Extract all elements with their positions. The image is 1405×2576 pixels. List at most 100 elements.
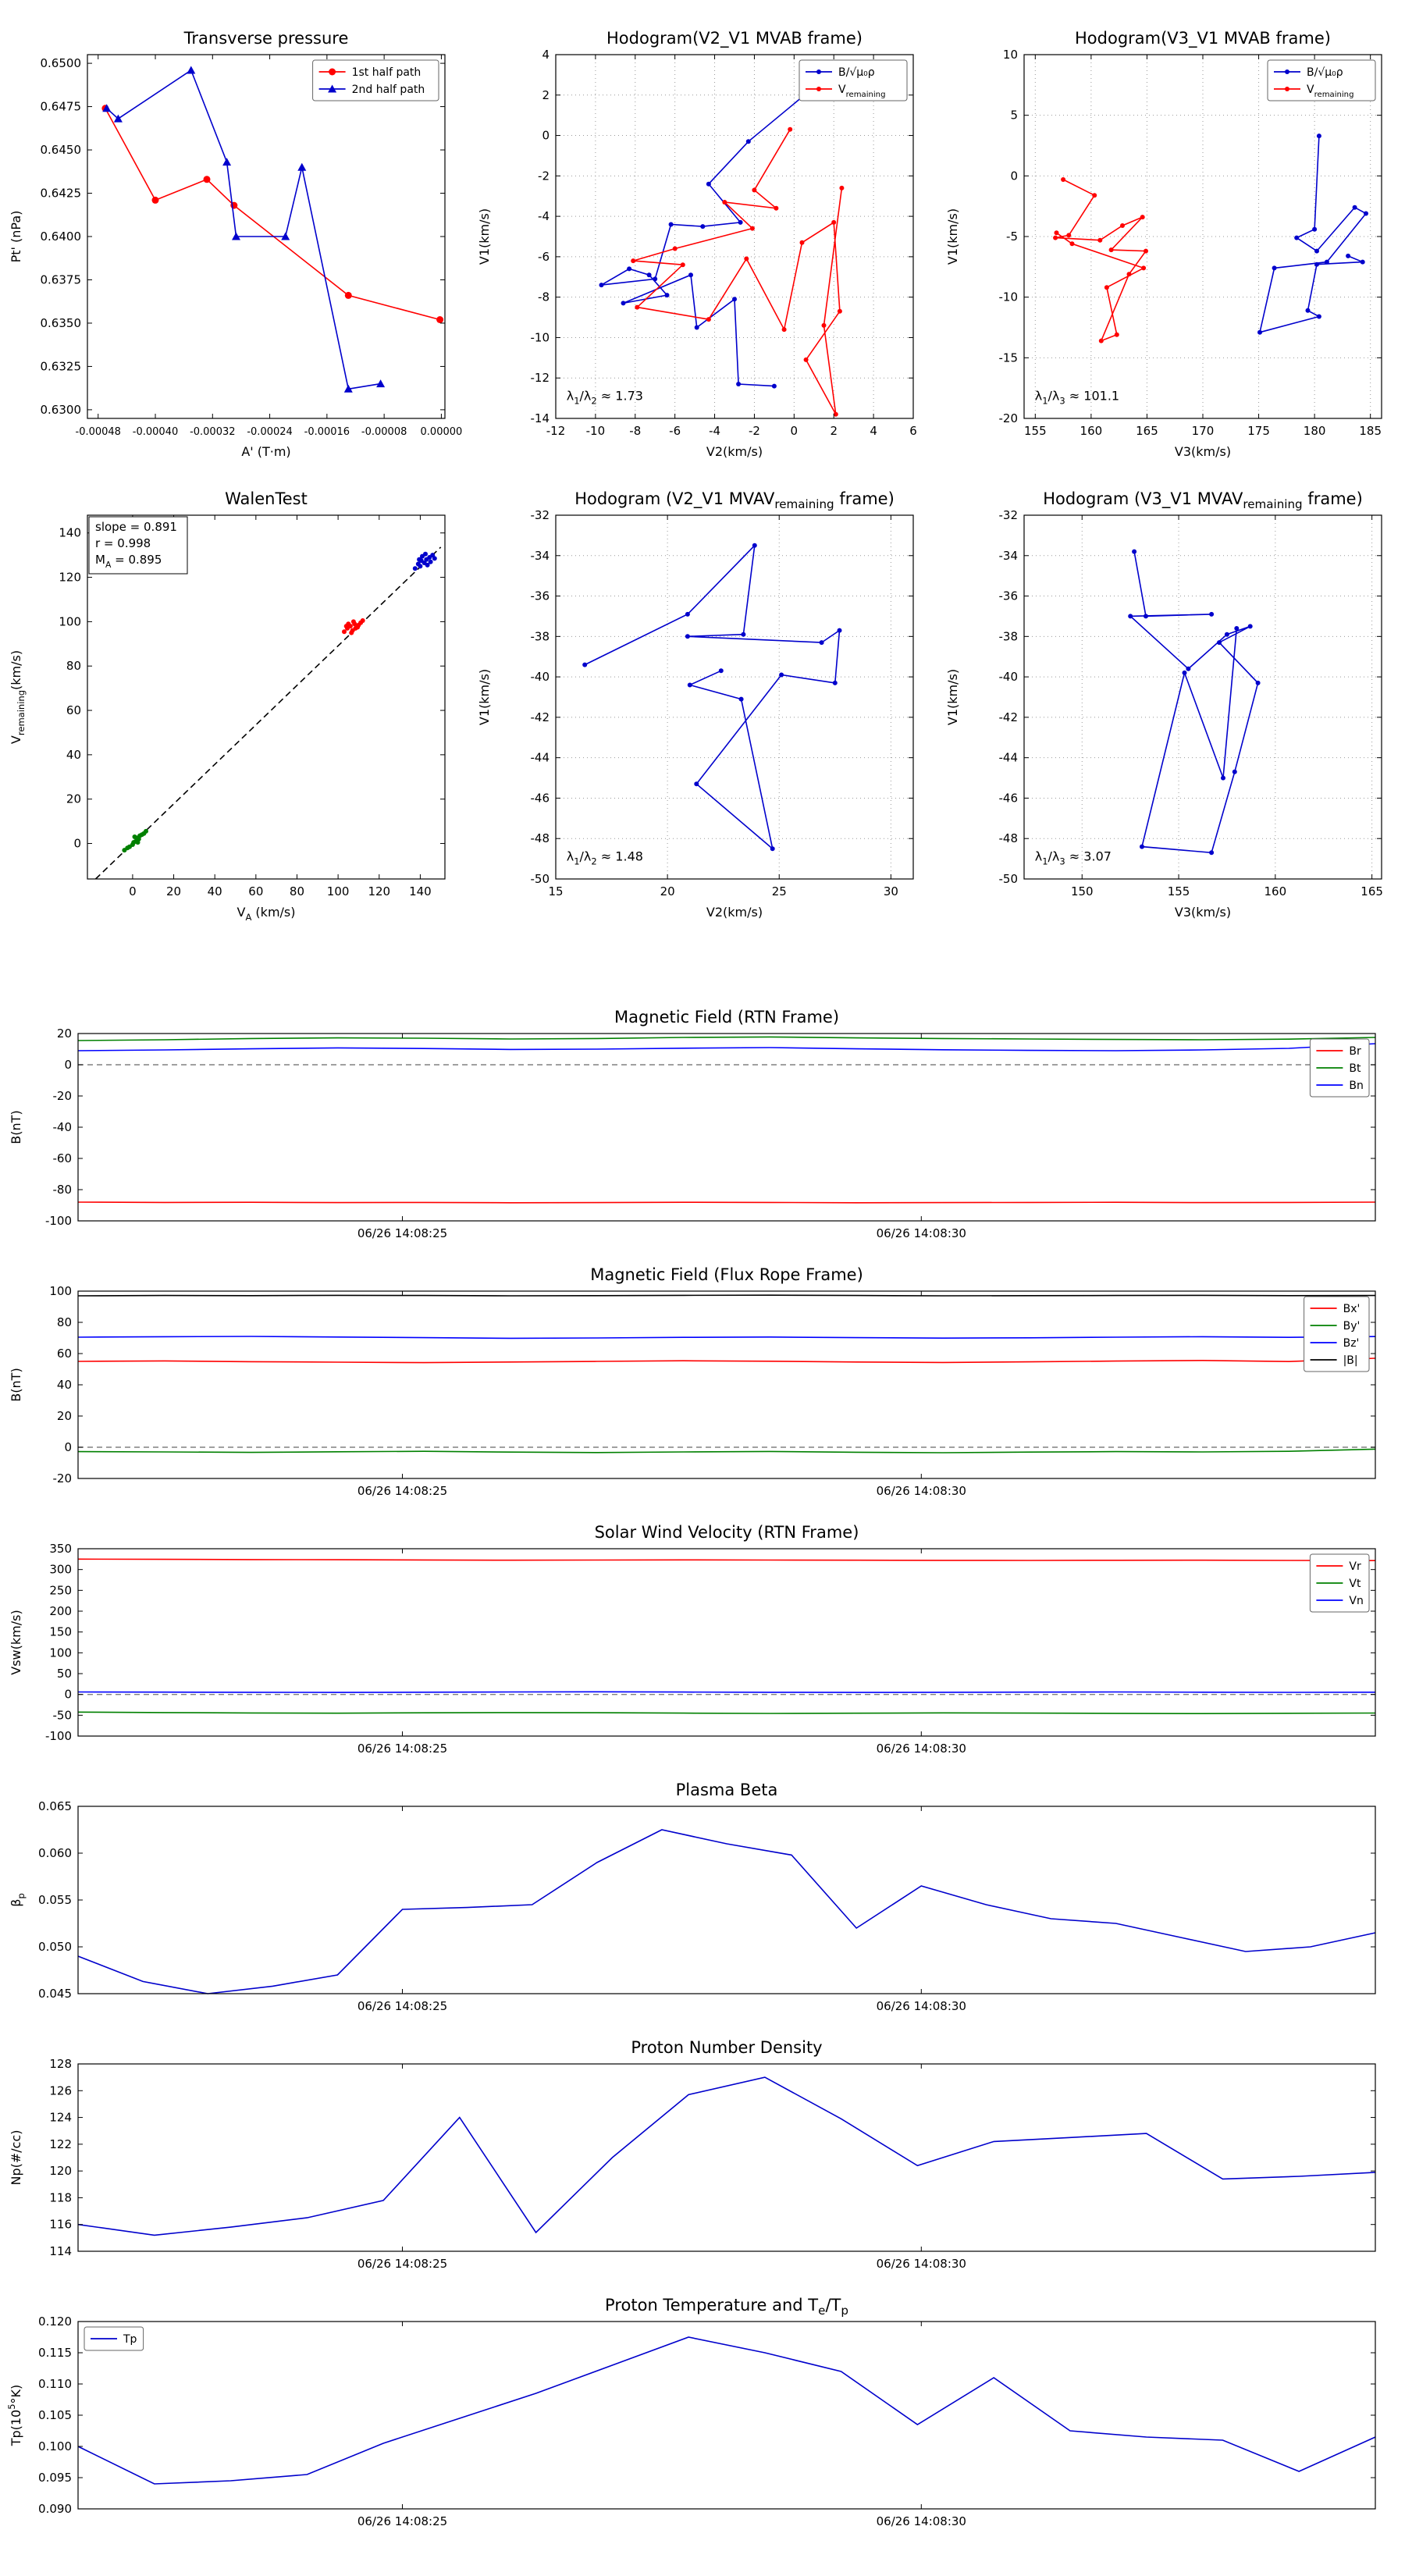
- svg-text:0.6475: 0.6475: [41, 100, 82, 114]
- svg-text:0.6425: 0.6425: [41, 187, 82, 201]
- svg-text:20: 20: [57, 1026, 72, 1041]
- panel-magnetic-field-rtn: 06/26 14:08:25 06/26 14:08:30 -100 -80 -60 -4…: [0, 999, 1405, 1257]
- svg-text:0.120: 0.120: [38, 2314, 72, 2329]
- svg-text:180: 180: [1304, 424, 1326, 438]
- svg-text:-12: -12: [546, 424, 566, 438]
- chart-transverse-pressure: -0.00048 -0.00040 -0.00032 -0.00024 -0.00016…: [0, 17, 468, 470]
- svg-text:-2: -2: [749, 424, 760, 438]
- svg-text:0.050: 0.050: [38, 1940, 72, 1954]
- svg-text:-0.00008: -0.00008: [361, 426, 407, 438]
- svg-text:-50: -50: [531, 872, 550, 886]
- svg-text:15: 15: [548, 884, 563, 898]
- svg-text:175: 175: [1247, 424, 1270, 438]
- svg-text:Vn: Vn: [1349, 1595, 1363, 1607]
- svg-text:100: 100: [327, 884, 350, 898]
- svg-text:-5: -5: [1006, 229, 1018, 244]
- svg-text:0.065: 0.065: [38, 1799, 72, 1813]
- svg-text:0.105: 0.105: [38, 2408, 72, 2422]
- svg-text:0.6350: 0.6350: [41, 316, 82, 330]
- svg-text:-8: -8: [538, 290, 550, 304]
- chart-hodogram-v2v1-mvab: -12 -10 -8 -6 -4 -2 0 2 4 6 -14 -12 -10 -8 -6 -4 -2 0 2 4 Ho…: [468, 17, 937, 470]
- svg-text:Vremaining​(km/s): Vremaining​(km/s): [9, 650, 27, 744]
- svg-text:B/√μ₀ρ: B/√μ₀ρ: [838, 66, 875, 79]
- svg-text:40: 40: [208, 884, 222, 898]
- svg-text:20: 20: [57, 1409, 72, 1423]
- svg-text:100: 100: [59, 614, 81, 628]
- svg-text:-4: -4: [538, 209, 550, 223]
- svg-text:-2: -2: [538, 169, 550, 183]
- svg-text:116: 116: [49, 2218, 72, 2232]
- svg-text:0: 0: [73, 837, 81, 851]
- svg-text:-0.00040: -0.00040: [133, 426, 178, 438]
- svg-text:06/26 14:08:30: 06/26 14:08:30: [877, 2257, 966, 2271]
- svg-text:Plasma Beta: Plasma Beta: [676, 1781, 778, 1799]
- svg-text:118: 118: [49, 2190, 72, 2204]
- svg-text:6: 6: [909, 424, 917, 438]
- svg-text:MA​ = 0.895: MA​ = 0.895: [95, 553, 162, 570]
- svg-text:120: 120: [59, 571, 81, 585]
- svg-text:0.6375: 0.6375: [41, 272, 82, 286]
- panel-plasma-beta: 06/26 14:08:25 06/26 14:08:30 0.045 0.050 0.…: [0, 1772, 1405, 2030]
- svg-text:155: 155: [1024, 424, 1047, 438]
- svg-text:Np(#/cc): Np(#/cc): [9, 2130, 23, 2186]
- svg-text:06/26 14:08:25: 06/26 14:08:25: [357, 1742, 447, 1756]
- svg-text:-42: -42: [531, 710, 550, 724]
- svg-text:Hodogram (V2_V1 MVAVremaining​: Hodogram (V2_V1 MVAVremaining​ frame): [574, 489, 895, 511]
- svg-text:V2(km/s): V2(km/s): [706, 905, 763, 920]
- svg-text:10: 10: [1003, 48, 1018, 62]
- svg-text:Vt: Vt: [1349, 1578, 1361, 1590]
- svg-text:Vremaining​: Vremaining​: [1307, 84, 1353, 99]
- svg-text:160: 160: [1264, 884, 1287, 898]
- svg-text:0: 0: [129, 884, 137, 898]
- svg-text:-80: -80: [53, 1183, 73, 1197]
- svg-text:-40: -40: [999, 670, 1019, 684]
- svg-text:-15: -15: [999, 350, 1019, 365]
- svg-text:0.090: 0.090: [38, 2502, 72, 2516]
- svg-text:25: 25: [772, 884, 787, 898]
- svg-text:0.110: 0.110: [38, 2377, 72, 2391]
- svg-text:300: 300: [49, 1563, 72, 1577]
- svg-text:-12: -12: [531, 371, 550, 385]
- svg-text:Vremaining​: Vremaining​: [838, 84, 885, 99]
- svg-text:0.055: 0.055: [38, 1893, 72, 1907]
- svg-text:0: 0: [64, 1688, 72, 1702]
- svg-text:B(nT): B(nT): [9, 1368, 23, 1401]
- svg-text:80: 80: [66, 659, 81, 673]
- svg-text:140: 140: [409, 884, 432, 898]
- svg-text:06/26 14:08:25: 06/26 14:08:25: [357, 2514, 447, 2528]
- svg-text:Vr: Vr: [1349, 1560, 1361, 1573]
- svg-text:4: 4: [870, 424, 877, 438]
- svg-text:20: 20: [166, 884, 181, 898]
- svg-text:0.095: 0.095: [38, 2471, 72, 2485]
- svg-text:60: 60: [66, 703, 81, 717]
- svg-text:60: 60: [248, 884, 263, 898]
- svg-text:160: 160: [1080, 424, 1103, 438]
- svg-text:200: 200: [49, 1604, 72, 1618]
- svg-text:0.00000: 0.00000: [421, 426, 463, 438]
- svg-text:-6: -6: [538, 250, 550, 264]
- svg-text:-34: -34: [531, 549, 550, 563]
- svg-text:|B|: |B|: [1343, 1354, 1358, 1367]
- svg-text:-44: -44: [999, 751, 1019, 765]
- svg-text:-36: -36: [531, 589, 550, 603]
- svg-text:0.115: 0.115: [38, 2346, 72, 2360]
- svg-text:V1(km/s): V1(km/s): [945, 208, 960, 265]
- svg-text:1st half path: 1st half path: [352, 66, 422, 79]
- svg-text:0.045: 0.045: [38, 1987, 72, 2001]
- svg-text:170: 170: [1192, 424, 1215, 438]
- svg-text:-48: -48: [999, 831, 1019, 845]
- svg-text:λ1​/λ2​ ≈ 1.48: λ1​/λ2​ ≈ 1.48: [567, 849, 643, 867]
- svg-text:-60: -60: [53, 1151, 73, 1165]
- svg-text:0.6300: 0.6300: [41, 403, 82, 417]
- svg-text:Bz': Bz': [1343, 1337, 1360, 1350]
- svg-text:-8: -8: [629, 424, 641, 438]
- svg-text:06/26 14:08:30: 06/26 14:08:30: [877, 1484, 966, 1498]
- svg-text:80: 80: [290, 884, 304, 898]
- svg-text:-20: -20: [53, 1471, 73, 1485]
- svg-text:185: 185: [1359, 424, 1382, 438]
- svg-text:165: 165: [1361, 884, 1383, 898]
- svg-text:0: 0: [64, 1058, 72, 1072]
- svg-text:06/26 14:08:30: 06/26 14:08:30: [877, 2514, 966, 2528]
- svg-text:50: 50: [57, 1667, 72, 1681]
- svg-text:20: 20: [660, 884, 675, 898]
